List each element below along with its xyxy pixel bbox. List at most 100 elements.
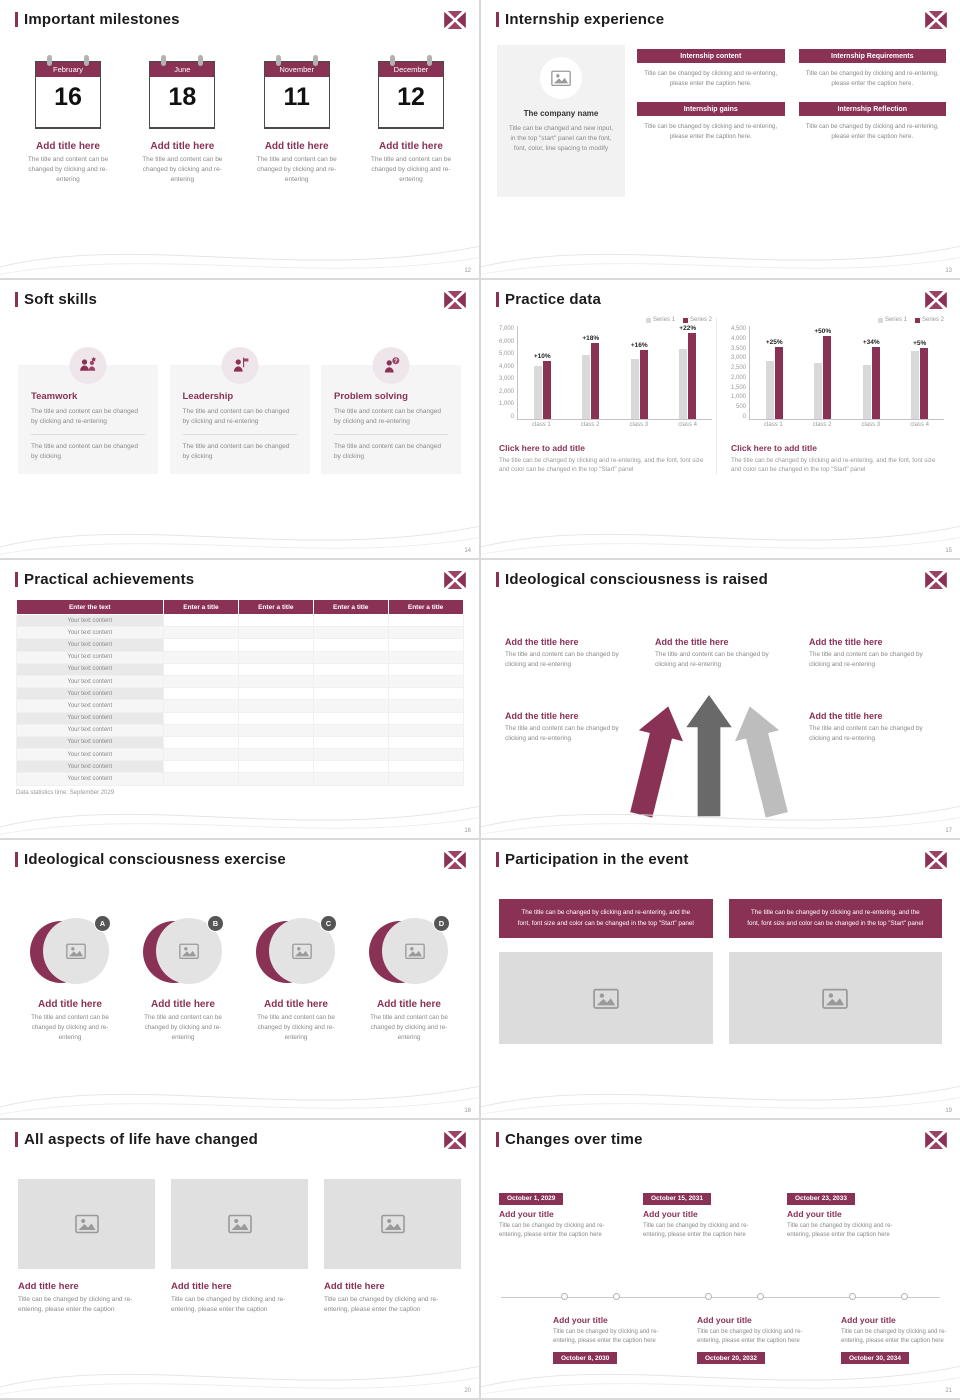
logo-slot — [444, 11, 466, 29]
butterfly-logo-icon — [444, 571, 466, 589]
calendar-ring-icon — [275, 55, 281, 66]
image-placeholder-icon — [405, 943, 425, 959]
timeline-node — [613, 1293, 620, 1300]
bar-group: +22% — [679, 325, 697, 419]
entry-caption: Title can be changed by clicking and re-… — [499, 1223, 605, 1239]
item-title: Add title here — [264, 999, 328, 1010]
svg-text:?: ? — [394, 359, 398, 365]
decorative-waves — [481, 245, 960, 275]
slide-header: Soft skills — [0, 280, 479, 309]
entry-title: Add your title — [643, 1209, 698, 1219]
img-slot — [551, 70, 571, 87]
table-cell — [312, 662, 389, 676]
text-block: Add the title here The title and content… — [809, 633, 933, 670]
image-placeholder-icon — [179, 943, 199, 959]
table-cell — [237, 662, 314, 676]
logo-slot — [444, 291, 466, 309]
image-placeholder-icon — [380, 1214, 405, 1234]
letter-badge: C — [320, 915, 337, 932]
block-caption: The title and content can be changed by … — [655, 651, 769, 668]
table-row: Your text content — [15, 674, 464, 689]
bar-group: +16% — [630, 326, 648, 419]
bar-group: +34% — [862, 326, 880, 419]
table-cell — [312, 626, 389, 640]
block-caption: The title and content can be changed by … — [809, 651, 923, 668]
slide-changes-over-time[interactable]: Changes over time October 1, 2029 Add yo… — [481, 1120, 960, 1398]
page-number: 14 — [464, 548, 471, 554]
bar-group: +5% — [911, 326, 929, 419]
timeline-body: October 1, 2029 Add your title Title can… — [481, 1149, 960, 1395]
milestone-item: November 11 Add title here The title and… — [247, 55, 347, 185]
text-block: Add the title here The title and content… — [809, 707, 933, 744]
calendar-month: December — [378, 62, 443, 77]
date-badge: October 23, 2033 — [787, 1192, 856, 1205]
slide-participation-event[interactable]: Participation in the event The title can… — [481, 840, 960, 1118]
image-circle-graphic: A — [30, 915, 111, 987]
text-block: Add the title here The title and content… — [505, 633, 629, 670]
image-placeholder — [171, 1179, 308, 1269]
table-cell: Your text content — [15, 699, 164, 713]
calendar-ring-icon — [161, 55, 167, 66]
slide-practice-data[interactable]: Practice data Series 1 Series 2 7,000 6,0… — [481, 280, 960, 558]
slide-consciousness-exercise[interactable]: Ideological consciousness exercise A Add… — [0, 840, 479, 1118]
image-placeholder-icon — [66, 943, 86, 959]
item-caption: Title can be changed by clicking and re-… — [171, 1296, 286, 1314]
chart-add-title-link[interactable]: Click here to add title — [499, 443, 585, 453]
growth-label: +18% — [582, 335, 600, 343]
table-cell — [237, 748, 314, 762]
title-accent-bar — [15, 12, 18, 27]
table-cell: Your text content — [15, 613, 164, 628]
table-row: Your text content — [15, 772, 464, 786]
skill-title: Leadership — [182, 391, 234, 402]
slide-title: All aspects of life have changed — [24, 1131, 258, 1148]
slide-soft-skills[interactable]: Soft skills Teamwork The title a — [0, 280, 479, 558]
chart-add-title-link[interactable]: Click here to add title — [731, 443, 817, 453]
bar-series-1 — [911, 350, 920, 419]
calendar-ring-icon — [389, 55, 395, 66]
section-header: Internship content — [637, 49, 785, 63]
internship-section: Internship content Title can be changed … — [637, 49, 785, 88]
slide-title: Soft skills — [24, 291, 98, 308]
table-cell: Your text content — [15, 735, 164, 750]
table-cell — [163, 699, 239, 713]
slide-title: Participation in the event — [505, 851, 689, 868]
logo-slot — [925, 851, 947, 869]
slide-title: Internship experience — [505, 11, 665, 28]
image-placeholder-icon — [227, 1214, 252, 1234]
table-cell — [237, 650, 314, 664]
table-cell — [387, 626, 464, 640]
exercise-item: B Add title here The title and content c… — [131, 915, 235, 1042]
table-cell — [237, 626, 314, 640]
slide-practical-achievements[interactable]: Practical achievements Enter the text En… — [0, 560, 479, 838]
slide-internship-experience[interactable]: Internship experience The company name T… — [481, 0, 960, 278]
calendar-ring-icon — [198, 55, 204, 66]
text-block: Add the title here The title and content… — [505, 707, 629, 744]
bar-group: +10% — [533, 326, 551, 419]
timeline-entry: October 15, 2031 Add your title Title ca… — [643, 1187, 775, 1241]
timeline-node — [705, 1293, 712, 1300]
table-header-cell: Enter a title — [163, 599, 239, 615]
logo-slot — [444, 851, 466, 869]
exercise-item: D Add title here The title and content c… — [357, 915, 461, 1042]
merging-arrows-graphic — [630, 695, 788, 818]
entry-title: Add your title — [499, 1209, 554, 1219]
block-title: Add the title here — [809, 637, 883, 647]
table-row: Your text content — [15, 711, 464, 725]
table-cell — [163, 638, 239, 652]
logo-slot — [925, 291, 947, 309]
bar-chart: 4,500 4,000 3,500 3,000 2,500 2,000 1,500 1,000… — [731, 326, 944, 434]
img-slot — [405, 943, 425, 960]
table-cell — [312, 674, 389, 689]
image-placeholder-icon — [551, 70, 571, 86]
slide-life-changed[interactable]: All aspects of life have changed Add tit… — [0, 1120, 479, 1398]
bar-series-2 — [591, 343, 600, 419]
table-cell — [387, 662, 464, 676]
growth-label: +16% — [630, 341, 648, 349]
table-cell — [237, 760, 314, 774]
section-caption: Title can be changed by clicking and re-… — [644, 123, 778, 140]
image-placeholder — [18, 1179, 155, 1269]
table-cell — [163, 760, 239, 774]
bar-series-1 — [765, 361, 774, 419]
slide-consciousness-raised[interactable]: Ideological consciousness is raised Add … — [481, 560, 960, 838]
slide-important-milestones[interactable]: Important milestones February 16 Add tit… — [0, 0, 479, 278]
